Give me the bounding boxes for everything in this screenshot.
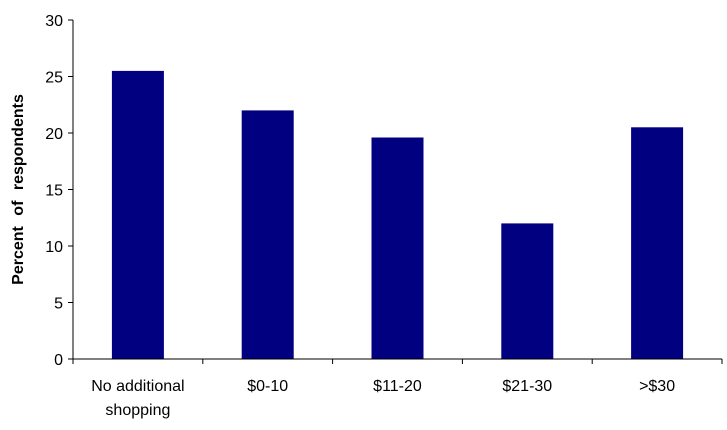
y-tick-label: 0: [54, 352, 63, 369]
x-tick-label-line: shopping: [105, 402, 170, 419]
x-tick-label-line: $21-30: [502, 378, 552, 395]
x-tick-label: $21-30: [502, 378, 552, 395]
x-tick-label-line: $0-10: [247, 378, 288, 395]
x-tick-label: >$30: [639, 378, 675, 395]
bar-3: [371, 137, 424, 359]
bar-5: [631, 127, 684, 359]
bars-group: [111, 70, 684, 360]
x-tick-label: $11-20: [373, 378, 422, 395]
bar-1: [111, 70, 164, 360]
bar-2: [241, 110, 294, 360]
y-tick-label: 10: [45, 239, 63, 256]
x-tick-label-line: No additional: [91, 378, 184, 395]
bar-4: [501, 223, 554, 359]
x-tick-label: No additional shopping: [91, 378, 184, 419]
x-labels-group: No additional shopping $0-10 $11-20 $21-30 >$…: [91, 378, 675, 419]
x-tick-label-line: $11-20: [373, 378, 422, 395]
x-tick-label-line: >$30: [639, 378, 675, 395]
y-ticks-group: 0 5 10 15 20 25 30: [45, 13, 73, 369]
y-tick-label: 20: [45, 126, 63, 143]
y-axis-title: Percent of respondents: [10, 94, 27, 285]
y-tick-label: 5: [54, 296, 63, 313]
y-tick-label: 30: [45, 13, 63, 30]
y-tick-label: 25: [45, 70, 63, 87]
y-tick-label: 15: [45, 183, 63, 200]
x-tick-label: $0-10: [247, 378, 288, 395]
